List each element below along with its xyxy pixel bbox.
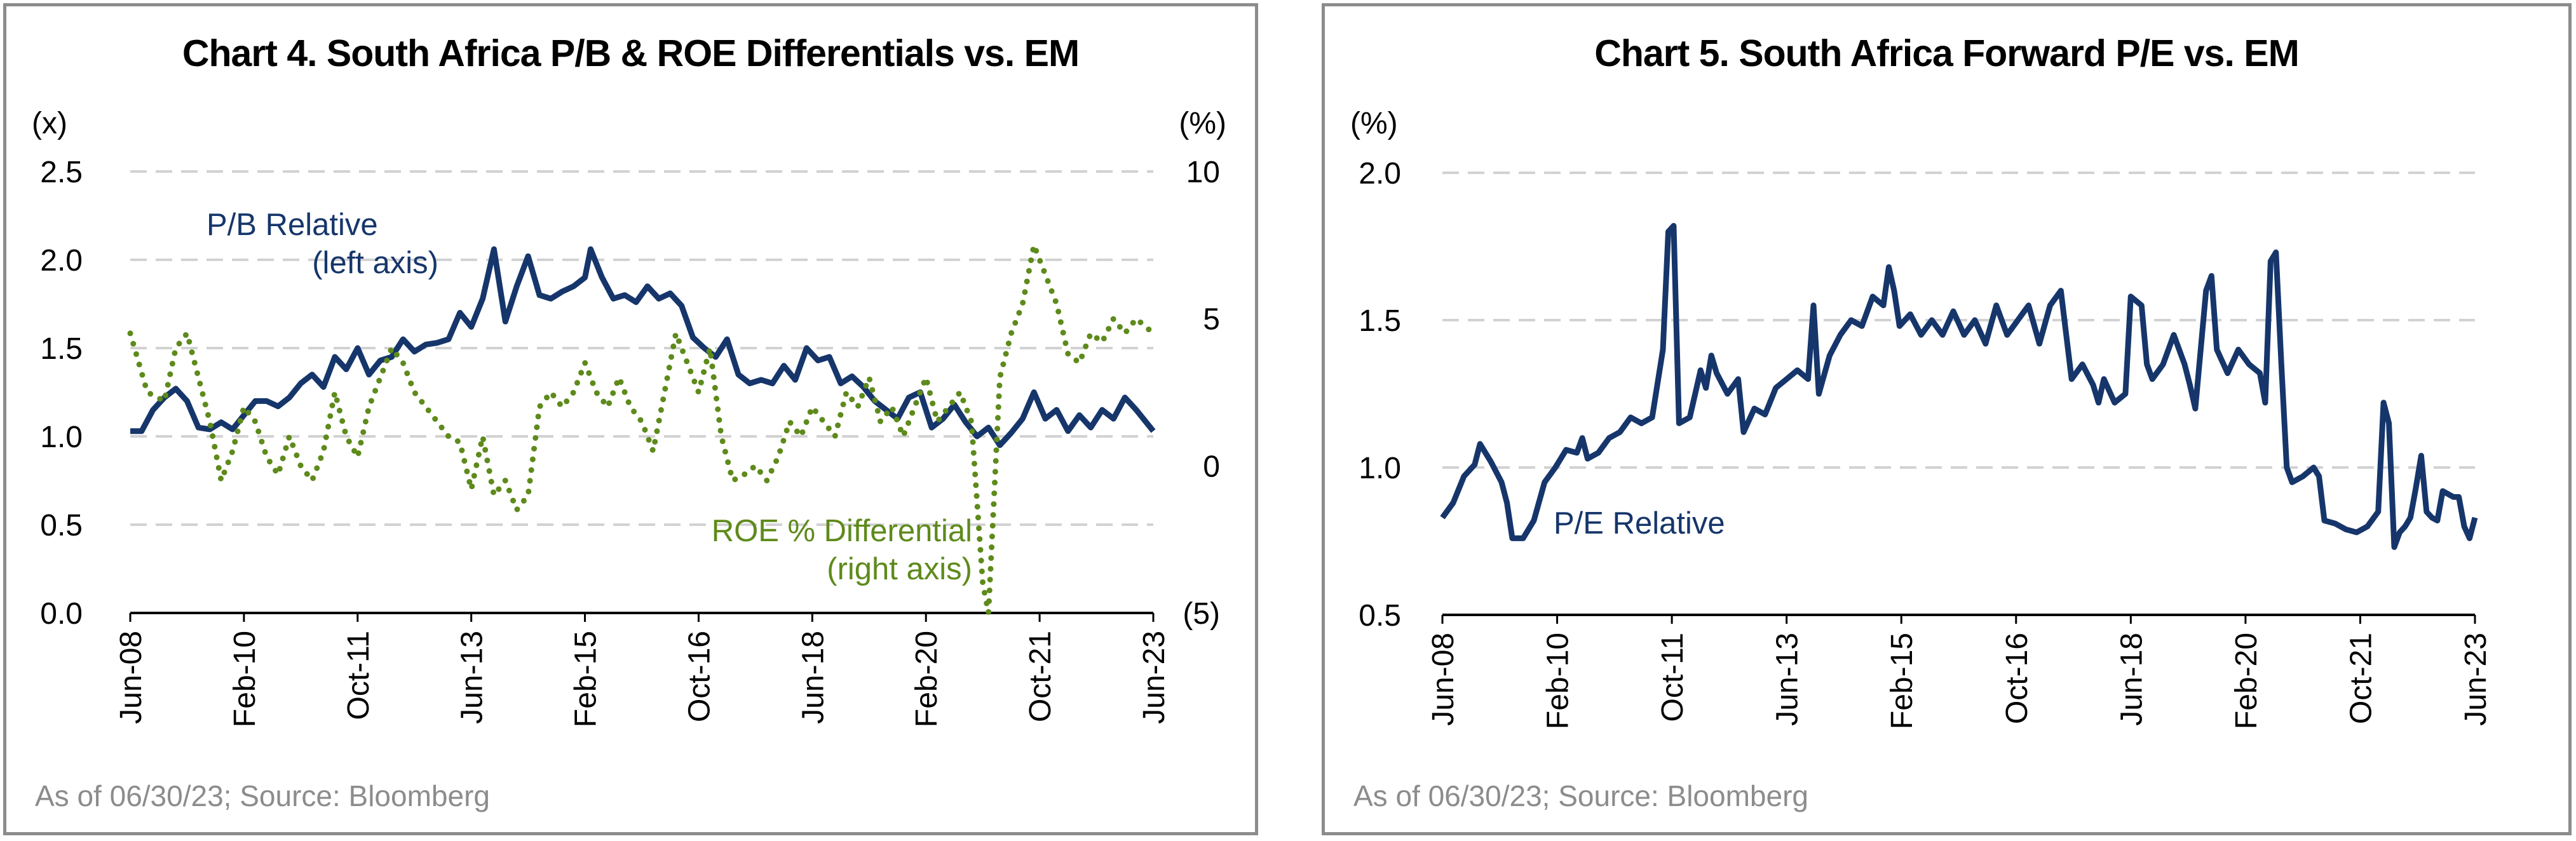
chart5-x-tick: Feb-20 bbox=[2230, 633, 2263, 729]
chart4-left-tick: 2.5 bbox=[40, 156, 83, 189]
chart4-left-tick: 0.0 bbox=[40, 597, 83, 631]
chart4-x-tick: Feb-20 bbox=[910, 631, 944, 727]
chart4-x-tick: Jun-13 bbox=[456, 631, 489, 724]
chart4-left-tick: 1.5 bbox=[40, 332, 83, 366]
chart4-left-tick: 1.0 bbox=[40, 420, 83, 454]
chart4-panel: Chart 4. South Africa P/B & ROE Differen… bbox=[3, 3, 1258, 835]
chart5-x-tick: Jun-13 bbox=[1771, 633, 1805, 726]
chart4-plot: (x) (%) 0.0 0.5 1.0 1.5 2.0 2.5 (5) 0 5 10 Jun-08 Feb… bbox=[32, 107, 1226, 727]
chart4-right-tick: (5) bbox=[1183, 597, 1220, 631]
chart4-x-tick: Oct-21 bbox=[1024, 631, 1057, 722]
chart4-left-unit: (x) bbox=[32, 107, 67, 140]
chart5-y-tick: 2.0 bbox=[1359, 157, 1401, 191]
chart4-x-tick: Feb-10 bbox=[228, 631, 262, 727]
chart5-title: Chart 5. South Africa Forward P/E vs. EM bbox=[1594, 32, 2300, 74]
chart5-source: As of 06/30/23; Source: Bloomberg bbox=[1353, 779, 1808, 812]
chart4-right-tick: 0 bbox=[1203, 450, 1220, 483]
chart5-x-tick: Feb-15 bbox=[1885, 633, 1919, 729]
pb-annotation-line2: (left axis) bbox=[312, 246, 438, 280]
chart5-x-tick: Jun-18 bbox=[2115, 633, 2148, 726]
chart5-y-tick: 1.0 bbox=[1359, 452, 1401, 485]
chart4-right-tick: 5 bbox=[1203, 303, 1220, 337]
chart5-x-tick: Oct-11 bbox=[1656, 633, 1690, 722]
chart4-source: As of 06/30/23; Source: Bloomberg bbox=[35, 779, 490, 812]
pb-relative-line bbox=[130, 246, 1156, 448]
chart5-y-tick: 0.5 bbox=[1359, 599, 1401, 633]
chart5-panel: Chart 5. South Africa Forward P/E vs. EM… bbox=[1322, 3, 2572, 835]
chart5-x-tick: Jun-08 bbox=[1427, 633, 1460, 726]
chart5-x-tick: Oct-16 bbox=[2000, 633, 2034, 724]
roe-annotation-line2: (right axis) bbox=[827, 552, 972, 586]
chart5-x-tick: Feb-10 bbox=[1542, 633, 1575, 729]
chart4-x-tick: Jun-08 bbox=[114, 631, 148, 724]
chart5-x-tick: Jun-23 bbox=[2459, 633, 2493, 726]
chart4-right-unit: (%) bbox=[1179, 107, 1226, 140]
roe-differential-line bbox=[127, 242, 1156, 616]
chart4-left-tick: 2.0 bbox=[40, 244, 83, 278]
pe-annotation: P/E Relative bbox=[1554, 506, 1725, 541]
roe-annotation-line1: ROE % Differential bbox=[712, 514, 972, 548]
chart4-x-tick: Jun-18 bbox=[796, 631, 830, 724]
chart4-x-tick: Feb-15 bbox=[569, 631, 603, 727]
chart5-left-unit: (%) bbox=[1350, 107, 1398, 140]
chart5-x-tick: Oct-21 bbox=[2344, 633, 2378, 724]
chart4-title: Chart 4. South Africa P/B & ROE Differen… bbox=[182, 32, 1080, 74]
chart4-x-tick: Jun-23 bbox=[1137, 631, 1171, 724]
chart5-plot: (%) 0.5 1.0 1.5 2.0 Jun-08 Feb-10 Oct-11 Jun-13 F… bbox=[1350, 107, 2493, 729]
chart4-x-tick: Oct-11 bbox=[342, 631, 376, 720]
chart4-left-tick: 0.5 bbox=[40, 509, 83, 542]
chart4-right-tick: 10 bbox=[1186, 156, 1220, 189]
chart5-y-tick: 1.5 bbox=[1359, 304, 1401, 338]
pb-annotation-line1: P/B Relative bbox=[207, 208, 378, 242]
pe-relative-line bbox=[1440, 223, 2478, 550]
chart4-x-tick: Oct-16 bbox=[682, 631, 716, 722]
